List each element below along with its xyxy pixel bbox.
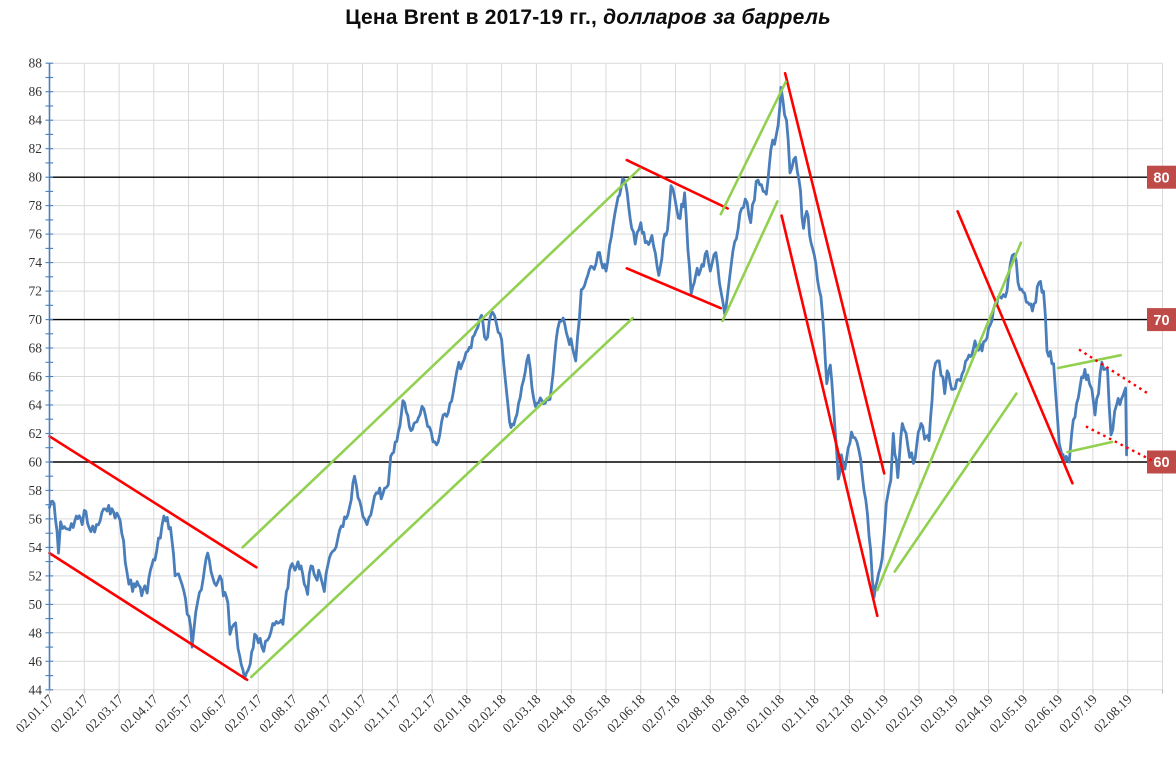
level-badge-label: 60	[1153, 455, 1169, 471]
trendline-red	[780, 214, 879, 618]
trendline-red	[783, 71, 886, 475]
y-tick-label: 78	[29, 198, 43, 213]
y-tick-label: 56	[29, 511, 43, 526]
trendline-green	[875, 241, 1023, 592]
y-tick-label: 70	[29, 312, 43, 327]
x-tick-label: 02.10.18	[743, 691, 787, 735]
y-tick-label: 46	[29, 654, 43, 669]
trendline-red	[625, 266, 723, 310]
level-badge-label: 70	[1153, 313, 1169, 329]
chart-title: Цена Brent в 2017-19 гг., долларов за ба…	[0, 6, 1176, 30]
y-tick-label: 82	[29, 141, 43, 156]
trendline-green	[1066, 440, 1114, 454]
level-badge-80	[1147, 165, 1176, 189]
chart-title-main: Цена Brent в 2017-19 гг.,	[345, 6, 598, 29]
y-tick-label: 60	[29, 455, 43, 470]
trendline-green	[241, 167, 642, 549]
trendline-green	[719, 80, 788, 216]
level-badge-70	[1147, 308, 1176, 332]
y-tick-label: 52	[29, 568, 43, 583]
y-tick-label: 88	[29, 56, 43, 71]
trendline-green	[249, 316, 635, 679]
trendline-red	[48, 434, 258, 569]
y-tick-label: 74	[29, 255, 43, 270]
y-tick-label: 54	[29, 540, 43, 555]
trendline-red	[625, 158, 730, 210]
trendline-green	[893, 392, 1018, 573]
chart-title-subtitle: долларов за баррель	[597, 6, 831, 29]
y-tick-label: 62	[29, 426, 43, 441]
price-line	[48, 86, 1128, 680]
trendline-dotted-red	[1078, 348, 1151, 397]
y-tick-label: 68	[29, 341, 43, 356]
y-tick-label: 48	[29, 625, 43, 640]
y-tick-label: 86	[29, 84, 43, 99]
trendline-green	[1056, 353, 1122, 370]
x-tick-label: 02.10.17	[326, 691, 370, 735]
trendline-red	[956, 210, 1074, 485]
trendline-dotted-red	[1085, 425, 1153, 462]
y-tick-label: 64	[29, 398, 43, 413]
trendline-red	[48, 551, 249, 682]
y-tick-label: 44	[29, 682, 43, 697]
y-tick-label: 50	[29, 597, 43, 612]
x-tick-label: 02.08.19	[1091, 691, 1135, 735]
y-tick-label: 66	[29, 369, 43, 384]
y-tick-label: 58	[29, 483, 43, 498]
y-tick-label: 72	[29, 284, 43, 299]
y-tick-label: 76	[29, 227, 43, 242]
level-badge-60	[1147, 450, 1176, 474]
y-tick-label: 84	[29, 113, 43, 128]
y-tick-label: 80	[29, 170, 43, 185]
trendline-green	[721, 200, 779, 323]
level-badge-label: 80	[1153, 170, 1169, 186]
